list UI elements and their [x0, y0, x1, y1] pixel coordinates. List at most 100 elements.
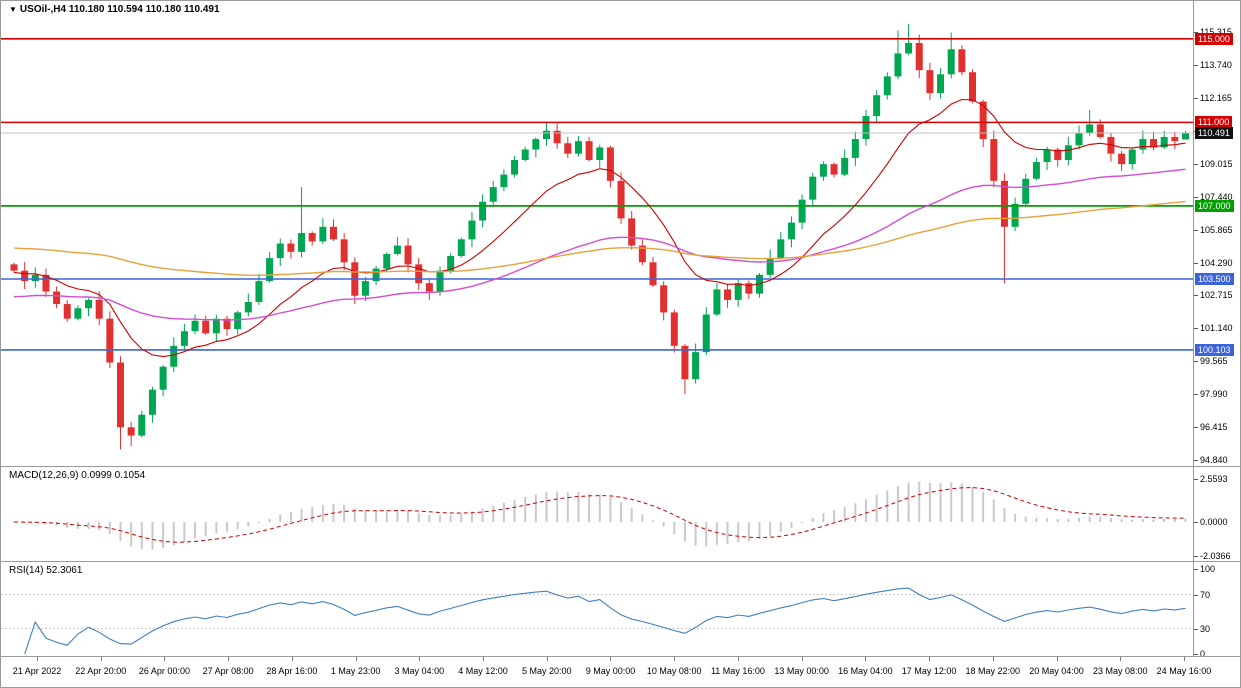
time-tick-mark	[865, 657, 867, 661]
macd-histogram-bar	[1120, 519, 1123, 522]
rsi-axis-label: 0	[1200, 649, 1206, 659]
macd-histogram-bar	[343, 505, 346, 522]
time-tick-mark	[1120, 657, 1122, 661]
macd-histogram-bar	[843, 506, 846, 522]
time-label: 10 May 08:00	[646, 666, 702, 676]
candlestick-plot[interactable]	[1, 1, 1193, 466]
candle-body	[202, 320, 210, 334]
candle-body	[319, 226, 327, 242]
macd-histogram-bar	[98, 522, 101, 531]
macd-histogram-bar	[524, 496, 527, 522]
candle-body	[1011, 203, 1019, 227]
candle-body	[479, 201, 487, 221]
rsi-tick-mark	[1194, 654, 1198, 655]
macd-histogram-bar	[1141, 519, 1144, 522]
candle-body	[95, 299, 103, 319]
price-tick-label: 102.715	[1200, 290, 1233, 301]
candle-body	[276, 243, 284, 259]
macd-histogram-bar	[694, 522, 697, 546]
price-tick-label: 115.315	[1200, 27, 1232, 37]
candle-body	[702, 314, 710, 353]
macd-histogram-bar	[1078, 517, 1080, 522]
candle-body	[585, 141, 593, 160]
macd-axis-label: 2.5593	[1200, 474, 1228, 485]
candle-body	[830, 164, 838, 175]
time-label: 16 May 04:00	[838, 666, 893, 676]
candle-body	[787, 222, 795, 240]
price-tick-mark	[1194, 32, 1198, 34]
candle-body	[947, 49, 955, 75]
candle-body	[1032, 162, 1040, 179]
rsi-panel[interactable]: RSI(14) 52.3061	[1, 562, 1193, 656]
macd-axis-label: -2.0366	[1200, 551, 1231, 562]
candle-body	[63, 304, 71, 319]
time-label: 13 May 00:00	[774, 666, 829, 676]
macd-histogram-bar	[87, 522, 90, 529]
price-axis[interactable]: 115.315113.740112.165110.590109.015107.4…	[1193, 1, 1240, 659]
macd-histogram-bar	[1109, 517, 1112, 522]
time-tick-mark	[674, 657, 676, 661]
candle-body	[809, 176, 817, 200]
rsi-line	[24, 587, 1186, 655]
time-label: 22 Apr 20:00	[75, 666, 127, 676]
candle-body	[127, 427, 135, 436]
candle-body	[361, 281, 369, 296]
candle-body	[553, 130, 561, 144]
time-label: 23 May 08:00	[1092, 666, 1148, 676]
candle-body	[170, 345, 178, 367]
panel-separator	[1, 656, 1240, 657]
macd-plot[interactable]	[1, 467, 1193, 561]
macd-histogram-bar	[279, 514, 282, 522]
candle-body	[489, 187, 497, 202]
candle-body	[106, 318, 114, 363]
macd-histogram-bar	[907, 482, 910, 522]
time-tick-mark	[100, 657, 102, 661]
macd-histogram-bar	[428, 514, 431, 522]
macd-histogram-bar	[875, 494, 878, 522]
macd-histogram-bar	[971, 486, 974, 522]
candle-body	[1022, 178, 1030, 204]
rsi-title: RSI(14) 52.3061	[9, 565, 83, 576]
rsi-tick-mark	[1194, 569, 1198, 570]
macd-histogram-bar	[172, 522, 175, 546]
time-tick-mark	[419, 657, 421, 661]
macd-panel[interactable]: MACD(12,26,9) 0.0999 0.1054	[1, 467, 1193, 561]
price-tick-mark	[1194, 262, 1198, 264]
macd-histogram-bar	[1088, 516, 1091, 522]
macd-histogram-bar	[801, 522, 804, 524]
macd-histogram-bar	[673, 522, 676, 535]
candle-body	[330, 226, 337, 240]
rsi-plot[interactable]	[1, 562, 1193, 656]
symbol-dropdown-icon[interactable]: ▼	[9, 5, 17, 14]
price-tick-mark	[1194, 361, 1198, 363]
price-tick-label: 99.565	[1200, 356, 1228, 367]
candle-body	[606, 147, 614, 181]
candle-body	[298, 233, 306, 252]
macd-histogram-bar	[194, 522, 197, 539]
macd-histogram-bar	[1173, 518, 1176, 522]
macd-histogram-bar	[833, 510, 836, 522]
candle-body	[841, 157, 849, 175]
candle-body	[447, 256, 455, 271]
macd-histogram-bar	[396, 509, 399, 522]
candle-body	[180, 331, 188, 346]
candle-body	[851, 139, 859, 158]
candle-body	[543, 130, 550, 140]
candle-body	[425, 283, 433, 292]
time-tick-mark	[1183, 657, 1185, 661]
time-axis[interactable]: 21 Apr 2022 22 Apr 20:00 26 Apr 00:00 27 Ap…	[1, 657, 1240, 687]
macd-signal-line	[13, 487, 1186, 543]
macd-histogram-bar	[577, 492, 580, 522]
candle-body	[1064, 145, 1072, 160]
macd-histogram-bar	[1163, 518, 1166, 522]
main-chart-panel[interactable]: ▼ USOil-,H4 110.180 110.594 110.180 110.4…	[1, 1, 1193, 466]
macd-tick-mark	[1194, 556, 1198, 558]
macd-histogram-bar	[311, 506, 314, 522]
candle-body	[85, 299, 93, 309]
candle-body	[1096, 124, 1104, 137]
price-tick-mark	[1194, 295, 1198, 297]
chart-title: ▼ USOil-,H4 110.180 110.594 110.180 110.4…	[9, 4, 220, 15]
candle-body	[638, 245, 646, 263]
candle-body	[468, 220, 476, 240]
candle-body	[138, 414, 146, 436]
